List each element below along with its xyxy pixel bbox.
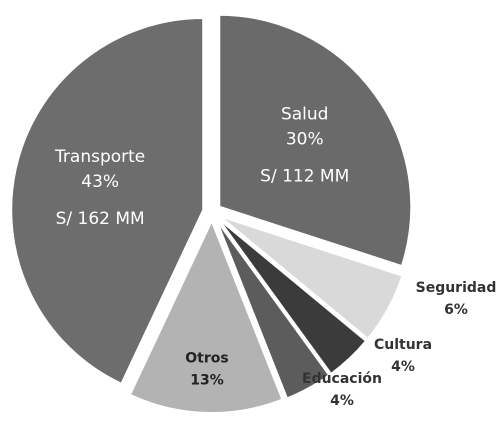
slice-value-label: 6% [444, 302, 468, 318]
pie-slice [10, 17, 205, 386]
slice-label: Cultura [374, 337, 432, 353]
slice-amount-label: S/ 162 MM [56, 209, 145, 229]
slice-value-label: 4% [391, 359, 415, 375]
slice-label: Otros [185, 351, 228, 367]
slice-value-label: 4% [330, 393, 354, 409]
slice-value-label: 30% [286, 130, 324, 150]
slice-value-label: 43% [81, 172, 119, 192]
pie-slice [215, 219, 331, 400]
slice-value-label: 13% [190, 373, 224, 389]
pie-slice [217, 217, 368, 376]
slice-label: Salud [281, 105, 329, 125]
pie-slice [128, 218, 284, 414]
slice-label: Educación [302, 371, 382, 387]
pie-slice [218, 13, 413, 268]
pie-slice [219, 215, 404, 341]
slice-label: Seguridad [416, 280, 497, 296]
slice-label: Transporte [54, 147, 145, 167]
slice-amount-label: S/ 112 MM [260, 167, 349, 187]
